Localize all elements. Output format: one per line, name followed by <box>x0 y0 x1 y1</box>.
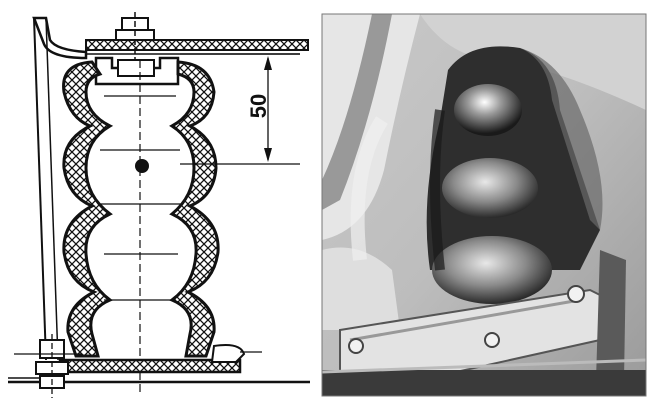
photo-bellows-top <box>454 84 522 136</box>
frame-edge-line-inner <box>45 17 59 361</box>
bellows-right-wall <box>168 60 220 358</box>
top-bolt <box>115 12 155 60</box>
photo-bellows-middle <box>442 158 538 218</box>
center-pin <box>135 159 149 173</box>
upper-nut <box>117 59 155 77</box>
bellows-left-wall <box>62 60 114 358</box>
photo-right-post <box>596 250 626 380</box>
dimension-label: 50 <box>246 94 271 118</box>
dimension-50: 50 <box>180 53 300 165</box>
bottom-right-clamp <box>210 344 246 363</box>
photo-base-bolts <box>348 285 585 354</box>
frame-side-wall <box>32 16 88 60</box>
air-spring-photograph <box>321 13 647 397</box>
top-plate <box>85 39 309 51</box>
frame-edge-line <box>33 17 47 361</box>
bottom-left-bolt <box>14 334 82 398</box>
photo-bottom-rail <box>322 370 646 396</box>
photo-bellows-bottom <box>432 236 552 304</box>
air-spring-section-drawing: 50 <box>8 12 310 398</box>
inner-reference-lines <box>100 95 182 301</box>
